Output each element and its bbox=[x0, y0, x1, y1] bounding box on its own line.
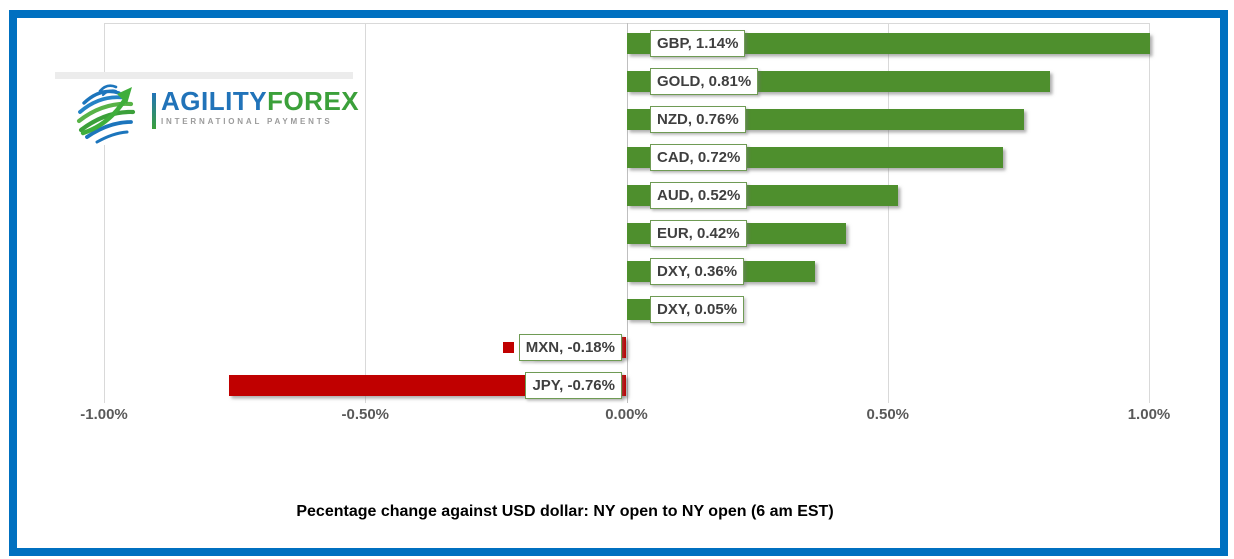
x-axis-tick-label: 0.00% bbox=[605, 406, 648, 423]
data-label: JPY, -0.76% bbox=[525, 371, 622, 399]
gridline bbox=[887, 23, 889, 403]
legend-key-square bbox=[503, 341, 514, 353]
data-label: EUR, 0.42% bbox=[650, 219, 747, 247]
agilityforex-logo: AGILITYFOREX INTERNATIONAL PAYMENTS bbox=[60, 79, 362, 145]
data-label: AUD, 0.52% bbox=[650, 181, 748, 209]
x-axis-tick-label: 0.50% bbox=[866, 406, 910, 423]
data-label: DXY, 0.05% bbox=[650, 295, 745, 323]
gridline bbox=[1149, 23, 1150, 403]
data-label: NZD, 0.76% bbox=[650, 105, 746, 133]
x-axis-tick-label: -0.50% bbox=[341, 406, 390, 423]
zero-gridline bbox=[626, 23, 628, 403]
globe-arrow-icon bbox=[76, 84, 136, 144]
x-axis-tick-label: 1.00% bbox=[1127, 406, 1171, 423]
chart-caption: Pecentage change against USD dollar: NY … bbox=[296, 503, 834, 520]
x-axis-tick-label: -1.00% bbox=[80, 406, 128, 423]
data-label: MXN, -0.18% bbox=[518, 333, 622, 361]
data-label: GOLD, 0.81% bbox=[650, 67, 759, 95]
bar bbox=[626, 298, 653, 320]
logo-text: AGILITYFOREX INTERNATIONAL PAYMENTS bbox=[161, 87, 359, 126]
gridline bbox=[365, 23, 367, 403]
logo-brand-agility: AGILITY bbox=[161, 86, 268, 116]
logo-brand: AGILITYFOREX bbox=[161, 87, 359, 115]
gridline bbox=[104, 23, 105, 403]
window-frame bbox=[9, 10, 1228, 556]
logo-tagline: INTERNATIONAL PAYMENTS bbox=[161, 117, 333, 126]
data-label: DXY, 0.36% bbox=[650, 257, 745, 285]
logo-separator bbox=[152, 93, 156, 129]
bar bbox=[626, 32, 1150, 54]
logo-strip bbox=[55, 72, 353, 79]
data-label: GBP, 1.14% bbox=[650, 29, 746, 57]
logo-brand-forex: FOREX bbox=[267, 86, 360, 116]
data-label: CAD, 0.72% bbox=[650, 143, 748, 171]
